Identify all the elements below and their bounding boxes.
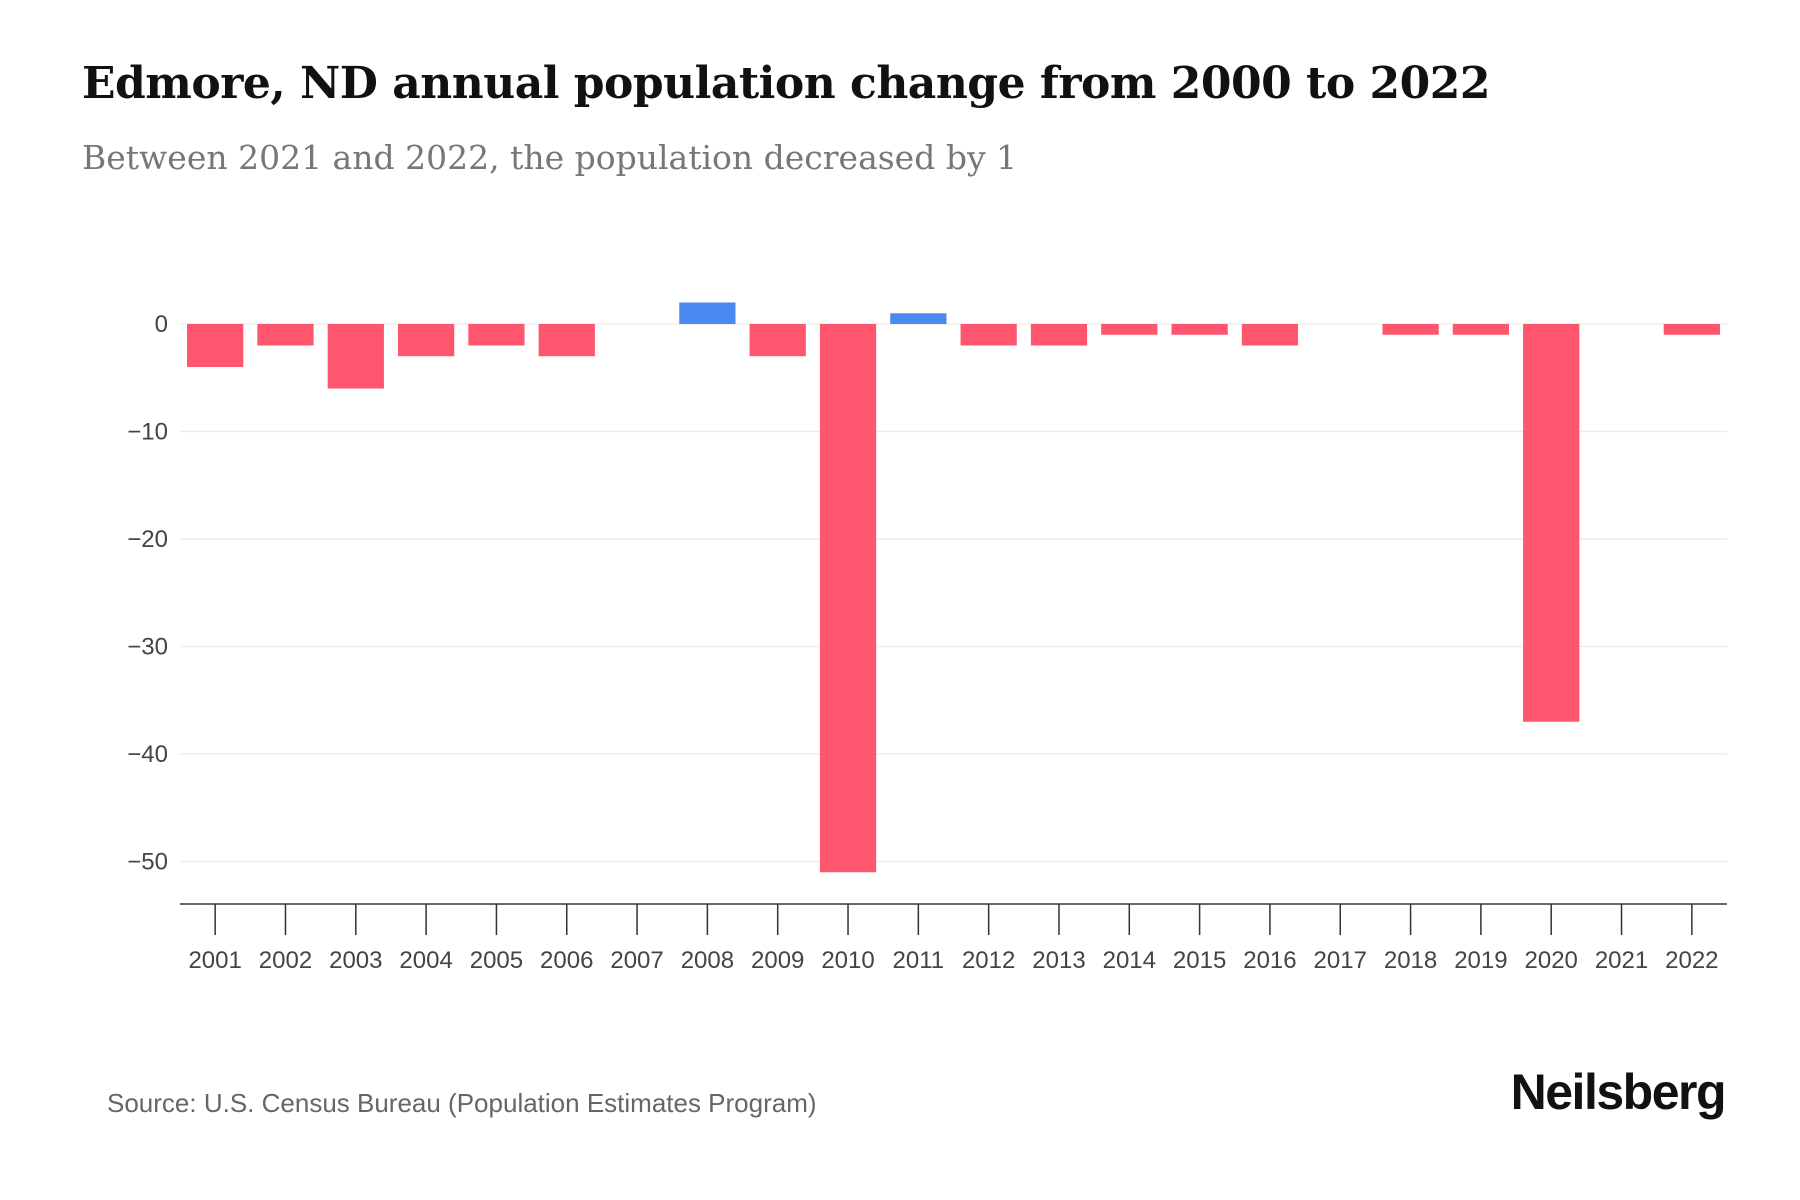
- x-tick-label: 2008: [681, 947, 734, 974]
- bar-2009: [749, 324, 806, 357]
- y-tick-label: −20: [127, 526, 168, 553]
- bar-2018: [1382, 324, 1439, 335]
- y-tick-label: −30: [127, 634, 168, 661]
- x-tick-label: 2015: [1173, 947, 1226, 974]
- bars: [187, 302, 1720, 873]
- chart-subtitle: Between 2021 and 2022, the population de…: [82, 138, 1018, 177]
- x-tick-label: 2009: [751, 947, 804, 974]
- x-tick-label: 2021: [1595, 947, 1648, 974]
- x-tick-label: 2016: [1243, 947, 1296, 974]
- bar-2020: [1523, 324, 1580, 722]
- bar-2001: [187, 324, 244, 367]
- bar-2015: [1171, 324, 1228, 335]
- x-tick-label: 2012: [962, 947, 1015, 974]
- y-axis-ticks: 0 −10 −20 −30 −40 −50: [127, 311, 168, 876]
- x-tick-label: 2020: [1525, 947, 1578, 974]
- bar-2013: [1030, 324, 1088, 346]
- y-tick-label: −40: [127, 741, 168, 768]
- x-tick-label: 2006: [540, 947, 593, 974]
- bar-2012: [960, 324, 1017, 346]
- source-note: Source: U.S. Census Bureau (Population E…: [107, 1088, 817, 1118]
- bar-2008: [679, 302, 736, 324]
- bar-2014: [1101, 324, 1158, 335]
- bar-2011: [890, 313, 947, 324]
- neilsberg-logo: Neilsberg: [1510, 1064, 1727, 1120]
- bar-2016: [1241, 324, 1299, 346]
- x-tick-label: 2022: [1665, 947, 1718, 974]
- bar-2005: [468, 324, 525, 346]
- bar-2010: [819, 324, 877, 873]
- x-tick-label: 2002: [259, 947, 312, 974]
- y-tick-label: −10: [127, 419, 168, 446]
- x-tick-label: 2003: [329, 947, 382, 974]
- x-tick-label: 2010: [821, 947, 874, 974]
- chart-title: Edmore, ND annual population change from…: [82, 58, 1490, 109]
- bar-2006: [538, 324, 595, 357]
- bar-2019: [1452, 324, 1510, 335]
- x-tick-label: 2001: [188, 947, 241, 974]
- x-axis: 2001 2002 2003 2004 2005 2006 2007 2008 2009 2010…: [180, 903, 1727, 974]
- grid-lines: [180, 323, 1727, 863]
- y-tick-label: 0: [155, 311, 168, 338]
- x-tick-label: 2011: [893, 947, 945, 974]
- x-tick-label: 2019: [1454, 947, 1507, 974]
- x-tick-label: 2007: [610, 947, 663, 974]
- x-tick-label: 2004: [399, 947, 452, 974]
- x-tick-label: 2018: [1384, 947, 1437, 974]
- x-tick-label: 2017: [1314, 947, 1367, 974]
- bar-2003: [327, 324, 384, 389]
- bar-2004: [397, 324, 455, 357]
- y-tick-label: −50: [127, 849, 168, 876]
- x-tick-label: 2013: [1032, 947, 1085, 974]
- bar-2002: [257, 324, 314, 346]
- x-tick-label: 2005: [470, 947, 523, 974]
- bar-2022: [1663, 324, 1720, 335]
- x-tick-label: 2014: [1103, 947, 1156, 974]
